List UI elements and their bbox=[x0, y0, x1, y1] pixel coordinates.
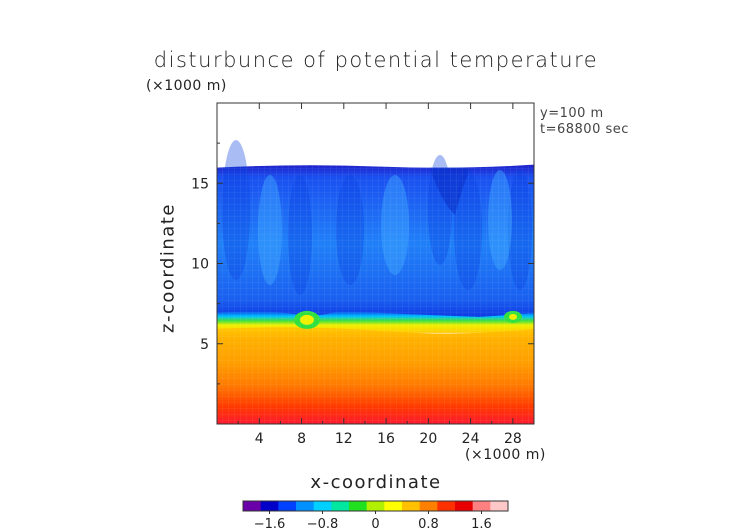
y-tick-label: 10 bbox=[191, 257, 209, 273]
y-tick-label: 15 bbox=[191, 176, 209, 192]
x-tick-label: 4 bbox=[255, 431, 264, 447]
colorbar-swatch bbox=[243, 501, 262, 511]
y-axis-ticks: 5 10 15 bbox=[191, 142, 534, 385]
colorbar-swatch bbox=[313, 501, 332, 511]
colorbar-swatch bbox=[437, 501, 456, 511]
x-axis-label: x-coordinate bbox=[310, 472, 442, 493]
colorbar: −1.6 −0.8 0 0.8 1.6 bbox=[242, 500, 509, 532]
x-tick-label: 28 bbox=[504, 431, 522, 447]
annotation-y: y=100 m bbox=[540, 106, 604, 121]
colorbar-swatch bbox=[402, 501, 421, 511]
x-axis-ticks: 4 8 12 16 20 24 28 bbox=[237, 103, 522, 447]
x-tick-label: 8 bbox=[297, 431, 306, 447]
x-tick-label: 20 bbox=[419, 431, 437, 447]
temperature-field bbox=[217, 140, 534, 424]
x-scale-label: (×1000 m) bbox=[465, 447, 546, 463]
colorbar-tick-label: −1.6 bbox=[254, 517, 286, 532]
colorbar-swatch bbox=[366, 501, 385, 511]
y-tick-label: 5 bbox=[200, 337, 209, 353]
x-tick-label: 24 bbox=[462, 431, 480, 447]
colorbar-swatch bbox=[455, 501, 474, 511]
colorbar-swatch bbox=[349, 501, 368, 511]
colorbar-swatch bbox=[490, 501, 509, 511]
colorbar-swatch bbox=[472, 501, 491, 511]
field-texture bbox=[217, 165, 534, 424]
x-tick-label: 12 bbox=[335, 431, 353, 447]
colorbar-swatch bbox=[278, 501, 297, 511]
colorbar-swatch bbox=[260, 501, 279, 511]
colorbar-tick-label: −0.8 bbox=[307, 517, 339, 532]
colorbar-tick-label: 1.6 bbox=[471, 517, 492, 532]
z-scale-label: (×1000 m) bbox=[146, 78, 227, 94]
annotation-t: t=68800 sec bbox=[540, 122, 629, 137]
colorbar-swatch bbox=[419, 501, 438, 511]
colorbar-swatch bbox=[296, 501, 315, 511]
colorbar-tick-label: 0.8 bbox=[418, 517, 439, 532]
colorbar-swatch bbox=[331, 501, 350, 511]
colorbar-tick-label: 0 bbox=[371, 517, 379, 532]
x-tick-label: 16 bbox=[377, 431, 395, 447]
chart-title: disturbunce of potential temperature bbox=[153, 48, 599, 72]
colorbar-swatch bbox=[384, 501, 403, 511]
